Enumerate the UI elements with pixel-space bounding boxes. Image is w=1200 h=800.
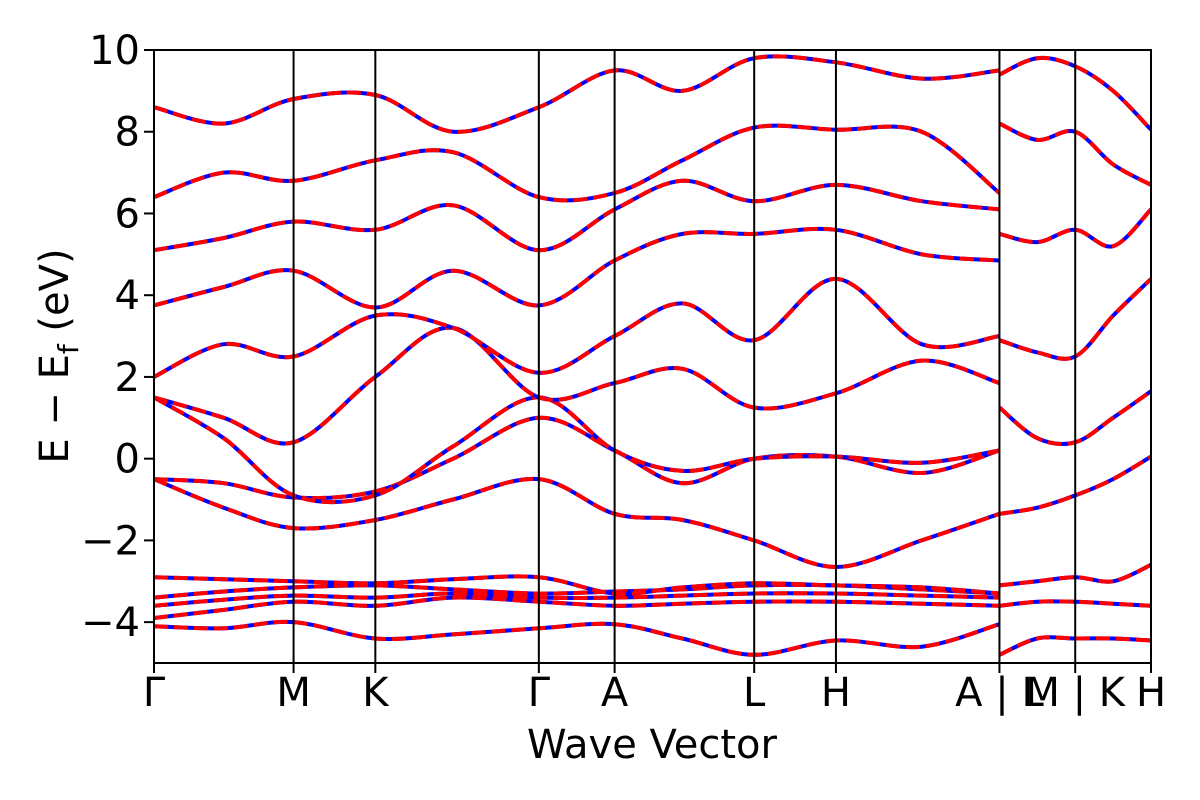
band-line-red [998,635,1151,657]
band-line-red [154,395,1000,505]
high-symmetry-lines [292,50,1077,663]
x-tick-label: A [601,670,629,716]
band-line-red [999,563,1151,588]
band-line-red [154,574,1000,596]
x-tick-label: Γ [528,670,551,716]
x-tick-label: H [1136,670,1166,716]
y-tick-label: 0 [115,437,140,483]
y-axis-ticks: −4 −2 0 2 4 6 8 10 [81,28,154,646]
y-axis-label-main: E − E [32,354,78,464]
y-tick-label: 4 [115,273,140,319]
plot-frame [153,49,1152,664]
x-tick-label: M [276,670,311,716]
x-tick-label: K [362,670,390,716]
y-tick-label: −4 [81,600,140,646]
band-line-red [998,277,1151,361]
band-line-blue [154,276,1000,379]
x-tick-label: A | L [955,670,1044,716]
y-axis-label-sub: f [52,343,85,354]
band-line-red [999,454,1151,516]
band-line-red [998,207,1151,249]
band-line-red [154,226,1000,310]
y-tick-label: 2 [115,355,140,401]
y-axis-label: E − Ef (eV) [32,248,85,463]
band-line-red [999,599,1151,608]
bands-layer [154,54,1151,657]
band-line-red [154,595,1000,620]
x-tick-label: L [743,670,766,716]
band-line-blue [154,325,1001,446]
y-tick-label: 8 [115,110,140,156]
band-line-blue [154,395,1000,505]
band-line-red [154,325,1001,446]
x-tick-label: H [821,670,851,716]
band-line-blue [154,476,1001,570]
y-tick-label: 10 [89,28,140,74]
band-line-red [154,619,1001,657]
y-axis-label-unit: (eV) [32,248,78,344]
x-tick-label: M | K [1025,670,1126,716]
x-tick-label: Γ [143,670,166,716]
band-line-red [154,591,1000,608]
y-tick-label: 6 [115,191,140,237]
y-tick-label: −2 [81,518,140,564]
band-line-red [154,54,1000,134]
x-axis-label: Wave Vector [527,722,778,768]
